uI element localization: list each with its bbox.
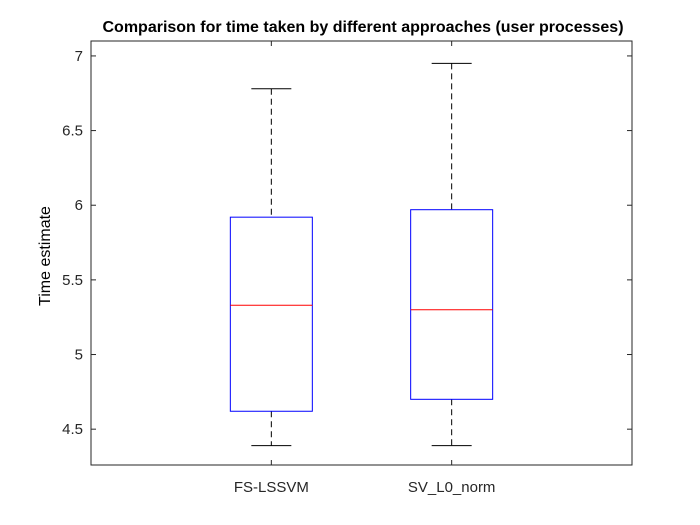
x-axis: FS-LSSVM SV_L0_norm — [234, 41, 496, 496]
y-axis-label: Time estimate — [37, 206, 54, 306]
y-tick-label: 6 — [75, 197, 83, 214]
y-axis: 4.5 5 5.5 6 6.5 7 — [62, 48, 632, 438]
y-tick-label: 6.5 — [62, 123, 83, 140]
y-tick-label: 7 — [75, 48, 83, 65]
boxes-group — [229, 62, 494, 447]
box-SV_L0_norm — [410, 62, 494, 447]
y-tick-label: 5 — [75, 347, 83, 364]
interquartile-box — [229, 216, 313, 412]
x-tick-label: FS-LSSVM — [234, 479, 309, 496]
chart-title: Comparison for time taken by different a… — [102, 19, 623, 36]
interquartile-box — [410, 209, 494, 400]
box-FS-LSSVM — [229, 88, 313, 447]
x-tick-label: SV_L0_norm — [408, 479, 496, 496]
y-tick-label: 4.5 — [62, 421, 83, 438]
plot-area-frame — [90, 40, 633, 466]
y-tick-label: 5.5 — [62, 272, 83, 289]
